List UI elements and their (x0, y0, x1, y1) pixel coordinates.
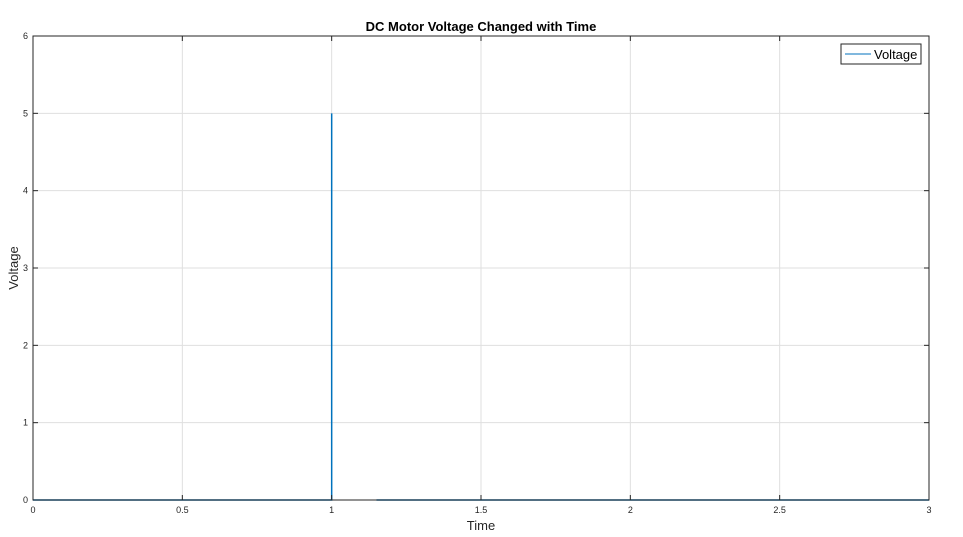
x-tick-label: 2.5 (773, 505, 786, 515)
x-tick-label: 0 (30, 505, 35, 515)
y-tick-label: 5 (23, 108, 28, 118)
y-tick-label: 0 (23, 495, 28, 505)
legend-box (840, 43, 922, 65)
x-tick-label: 3 (926, 505, 931, 515)
x-tick-label: 1.5 (475, 505, 488, 515)
x-tick-label: 0.5 (176, 505, 189, 515)
y-tick-label: 2 (23, 340, 28, 350)
tick-labels: 0 0.5 1 1.5 2 2.5 3 0 1 2 3 4 5 6 (23, 31, 932, 515)
y-tick-label: 4 (23, 186, 28, 196)
legend: Voltage (840, 43, 922, 65)
y-tick-label: 6 (23, 31, 28, 41)
x-axis-label: Time (467, 518, 495, 533)
y-tick-label: 1 (23, 418, 28, 428)
y-tick-label: 3 (23, 263, 28, 273)
legend-label-voltage: Voltage (874, 47, 917, 62)
y-axis-label: Voltage (6, 246, 21, 289)
x-tick-label: 2 (628, 505, 633, 515)
ticks (32, 35, 930, 501)
chart-title: DC Motor Voltage Changed with Time (366, 19, 597, 34)
x-tick-label: 1 (329, 505, 334, 515)
